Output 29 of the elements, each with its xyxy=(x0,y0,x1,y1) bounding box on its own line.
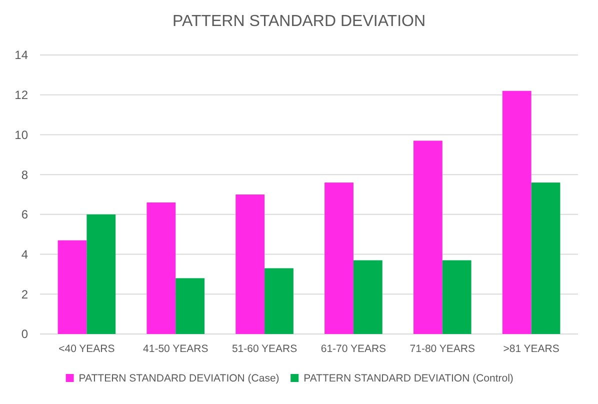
y-tick-label: 12 xyxy=(14,88,28,102)
y-tick-label: 4 xyxy=(21,247,28,262)
bar xyxy=(236,194,265,334)
y-tick-label: 2 xyxy=(21,287,28,302)
bar xyxy=(353,260,382,334)
x-tick-label: <40 YEARS xyxy=(58,343,115,355)
y-tick-label: 14 xyxy=(14,48,28,62)
x-tick-label: >81 YEARS xyxy=(503,343,560,355)
bar xyxy=(176,278,205,334)
chart-title: PATTERN STANDARD DEVIATION xyxy=(172,13,426,30)
legend-label: PATTERN STANDARD DEVIATION (Case) xyxy=(78,372,280,385)
bar xyxy=(146,202,176,334)
bar xyxy=(58,240,87,334)
bar xyxy=(413,140,442,334)
bar xyxy=(502,90,532,334)
y-tick-label: 6 xyxy=(21,208,28,222)
bar xyxy=(264,268,294,334)
bar xyxy=(442,260,472,334)
x-tick-label: 71-80 YEARS xyxy=(410,343,475,355)
x-tick-label: 51-60 YEARS xyxy=(232,343,298,355)
bar xyxy=(531,182,560,334)
y-tick-label: 0 xyxy=(21,327,28,342)
bar xyxy=(324,182,354,334)
y-tick-label: 8 xyxy=(21,168,28,182)
y-tick-label: 10 xyxy=(14,128,28,142)
x-tick-label: 61-70 YEARS xyxy=(320,343,386,355)
x-tick-label: 41-50 YEARS xyxy=(143,343,208,355)
legend-label: PATTERN STANDARD DEVIATION (Control) xyxy=(304,372,514,385)
bar xyxy=(86,214,116,334)
